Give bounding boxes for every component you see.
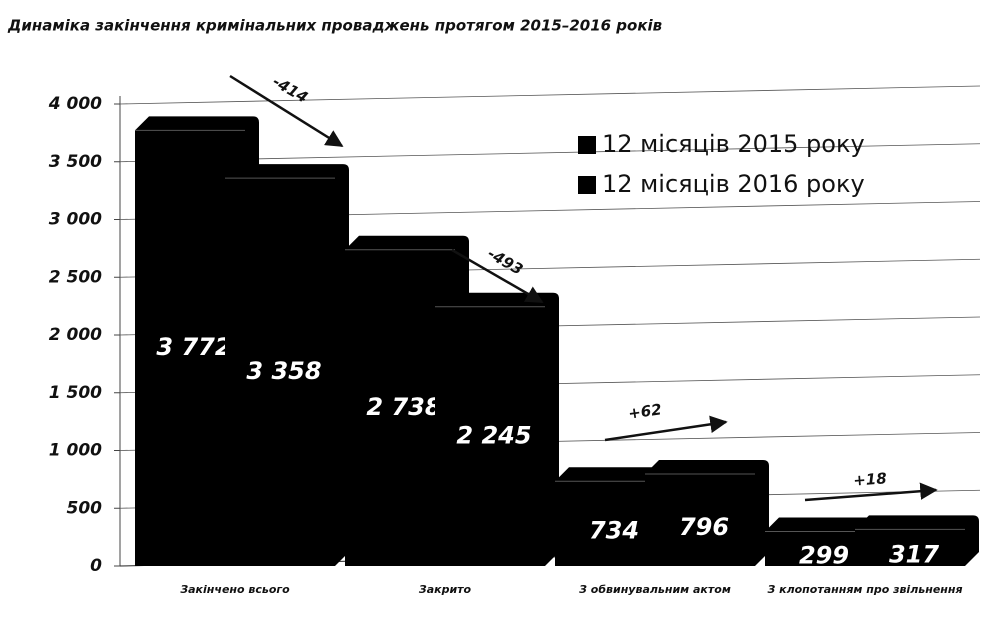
y-tick-label: 0 (90, 556, 102, 576)
data-label: 299 (799, 542, 849, 570)
x-tick-label: Закінчено всього (180, 583, 290, 596)
annotation: -414 (269, 72, 311, 106)
data-label: 3 772 (156, 333, 231, 361)
data-label: 796 (679, 513, 729, 541)
legend-swatch (578, 176, 596, 194)
y-tick-label: 2 500 (49, 267, 102, 287)
y-tick-label: 3 000 (49, 210, 102, 230)
trend-arrow (229, 74, 344, 148)
trend-arrow (604, 415, 728, 442)
bar (435, 292, 559, 566)
data-label: 3 358 (246, 357, 321, 385)
y-tick-label: 3 500 (49, 152, 102, 172)
bar (855, 515, 979, 566)
y-tick-label: 1 000 (49, 441, 102, 461)
y-tick-label: 4 000 (48, 94, 102, 114)
annotation: +18 (853, 469, 888, 489)
data-label: 2 245 (456, 421, 531, 449)
legend-label: 12 місяців 2015 року (602, 130, 865, 158)
bar (225, 164, 349, 566)
x-tick-label: З обвинувальним актом (579, 583, 731, 596)
chart-title: Динаміка закінчення кримінальних провадж… (7, 17, 662, 35)
trend-arrow (804, 482, 938, 502)
y-tick-label: 500 (67, 498, 103, 518)
data-label: 2 738 (366, 393, 441, 421)
y-tick-label: 1 500 (49, 383, 102, 403)
data-label: 734 (589, 517, 639, 545)
grid-line (119, 85, 981, 105)
x-tick-label: З клопотанням про звільнення (767, 583, 962, 596)
grid-line (119, 143, 981, 163)
trend-arrow (451, 248, 544, 304)
legend-label: 12 місяців 2016 року (602, 170, 865, 198)
annotation: +62 (627, 400, 663, 422)
legend-swatch (578, 136, 596, 154)
x-tick-label: Закрито (419, 583, 472, 596)
bar (645, 460, 769, 566)
y-tick-label: 2 000 (49, 325, 102, 345)
data-label: 317 (889, 541, 939, 569)
